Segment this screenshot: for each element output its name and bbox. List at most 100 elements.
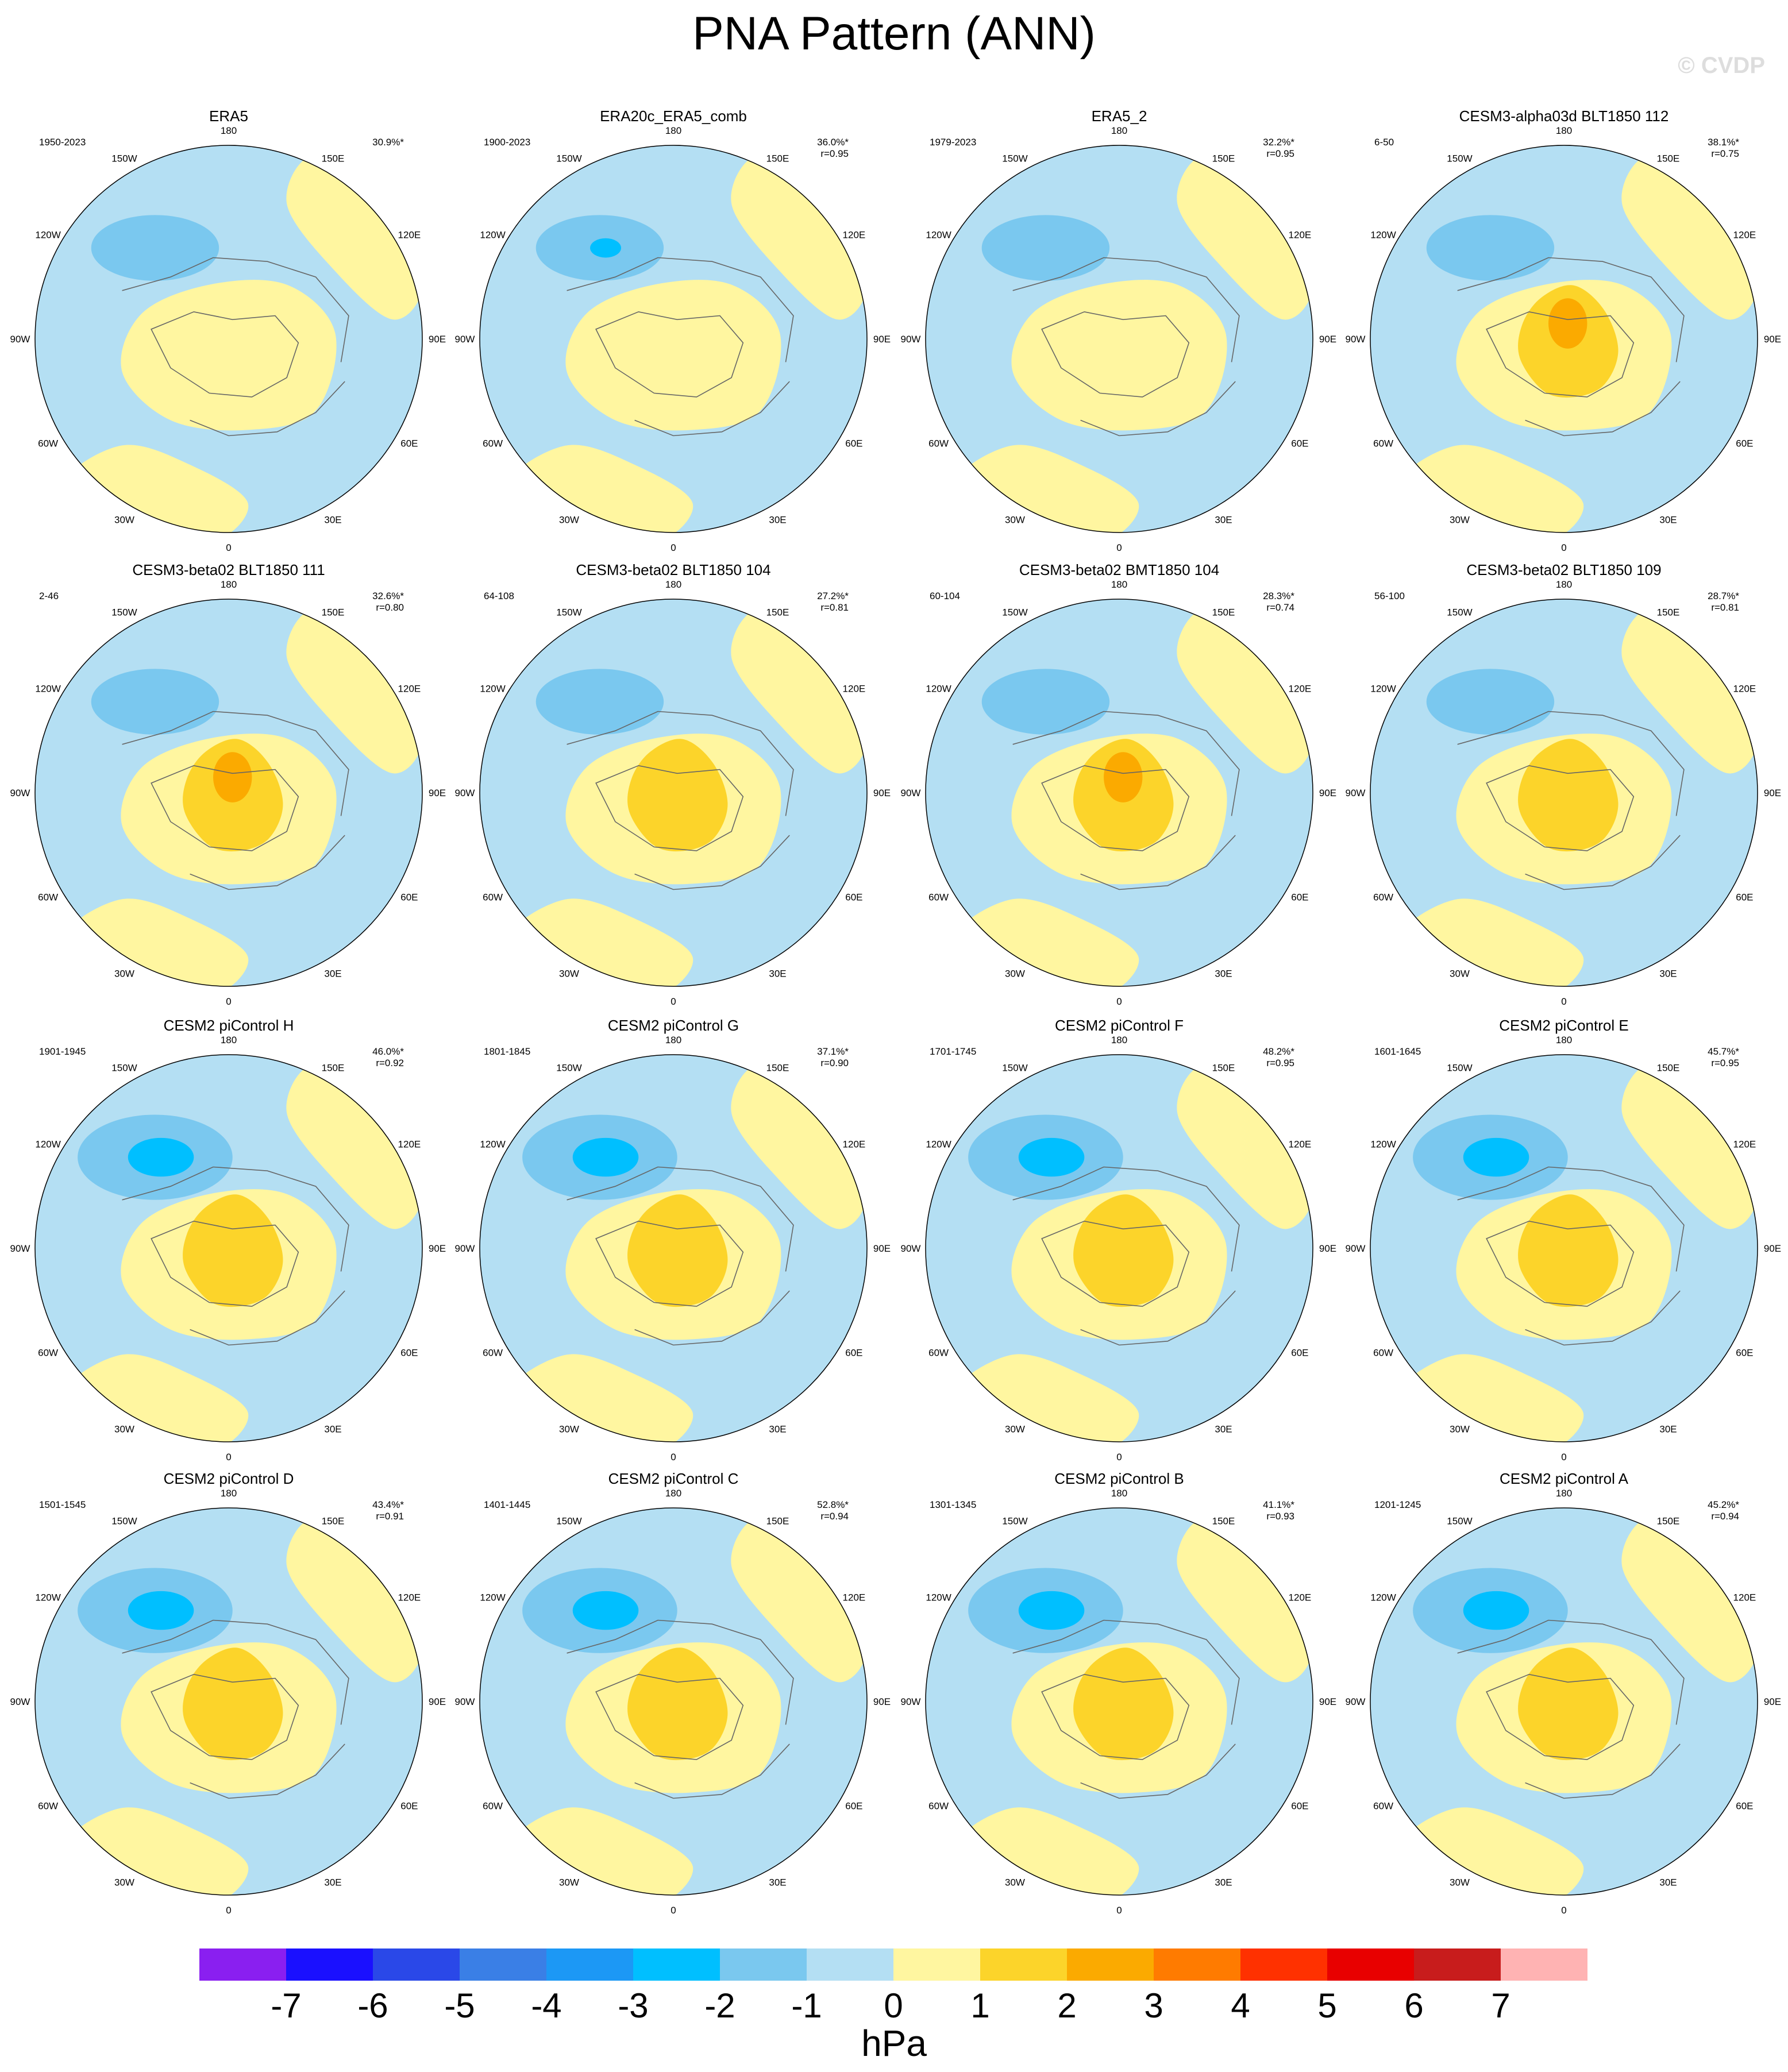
map-border [479,1507,868,1896]
negative-anomaly [981,669,1110,735]
longitude-label: 90W [901,1696,921,1707]
longitude-label: 90W [1346,1243,1366,1254]
longitude-label: 150E [766,607,789,618]
longitude-label: 180 [665,1035,681,1045]
positive-anomaly [1073,1194,1174,1307]
longitude-label: 90E [1319,334,1336,345]
longitude-label: 90W [1346,334,1366,345]
longitude-label: 150E [1212,1516,1235,1527]
coastline [1080,1743,1236,1799]
positive-anomaly [1011,280,1227,431]
coastline [634,1743,790,1799]
panel-correlation: r=0.81 [1711,602,1739,613]
longitude-label: 30W [114,1423,134,1434]
positive-anomaly [731,1064,867,1229]
colorbar-swatch [807,1948,893,1981]
longitude-label: 180 [1111,1035,1127,1045]
colorbar-unit-label: hPa [861,2023,927,2064]
panel-correlation: r=0.81 [820,602,849,613]
colorbar-tick-label: 3 [1144,1986,1163,2025]
positive-anomaly [1399,898,1584,986]
longitude-label: 120E [843,684,866,694]
longitude-label: 120W [35,230,60,241]
positive-anomaly [731,608,867,774]
longitude-label: 0 [1561,996,1566,1007]
longitude-label: 120W [480,1592,505,1603]
map-panels: ERA5 1950-2023 30.9%* 180 150E 120E 90E 60E 30E 0… [10,107,1782,1916]
longitude-label: 180 [665,579,681,590]
positive-anomaly [64,898,249,986]
panel-title: CESM3-alpha03d BLT1850 112 [1459,107,1669,125]
panel-variance: 28.3%* [1263,591,1294,601]
longitude-label: 0 [1116,542,1122,553]
panel-period: 1901-1945 [39,1046,86,1057]
positive-anomaly [286,1517,422,1683]
colorbar-tick-label: -3 [618,1986,648,2025]
panel-variance: 48.2%* [1263,1046,1294,1057]
longitude-label: 120E [1289,684,1312,694]
panel-correlation: r=0.95 [1266,1058,1294,1068]
longitude-label: 180 [221,579,237,590]
watermark: © CVDP [1678,53,1765,78]
colorbar-tick-label: 7 [1491,1986,1510,2025]
positive-anomaly [627,1194,728,1307]
colorbar-swatch [1240,1948,1327,1981]
longitude-label: 0 [670,1452,676,1463]
panel-period: 1501-1545 [39,1499,86,1510]
positive-anomaly [1177,1064,1313,1229]
colorbar-tick-label: -5 [444,1986,475,2025]
longitude-label: 120E [1289,1139,1312,1150]
colorbar-tick-label: 6 [1404,1986,1423,2025]
longitude-label: 60W [928,892,949,903]
longitude-label: 60W [483,438,503,449]
longitude-label: 60W [38,892,58,903]
longitude-label: 120W [1370,230,1396,241]
coastline [122,711,349,816]
longitude-label: 0 [670,1905,676,1916]
positive-anomaly [1177,608,1313,774]
longitude-label: 120W [1370,684,1396,694]
panel-title: ERA5_2 [1092,107,1147,125]
longitude-label: 30E [769,514,786,525]
coastline [122,1619,349,1725]
longitude-label: 150W [1002,607,1027,618]
positive-anomaly [1399,1354,1584,1442]
panel-period: 1201-1245 [1374,1499,1421,1510]
panel-title: CESM2 piControl C [608,1470,739,1487]
colorbar-swatch [460,1948,546,1981]
coastline [1012,1166,1240,1272]
longitude-label: 150E [322,607,345,618]
colorbar-swatch [1501,1948,1587,1981]
longitude-label: 150W [1447,1516,1472,1527]
positive-anomaly [1518,739,1619,852]
positive-anomaly [1399,1807,1584,1895]
longitude-label: 180 [665,125,681,136]
longitude-label: 60W [928,1801,949,1812]
longitude-label: 150E [1657,1516,1680,1527]
map-panel: CESM2 piControl F 1701-1745 48.2%*r=0.95 18… [901,1017,1337,1463]
panel-variance: 43.4%* [372,1499,404,1510]
colorbar-swatch [1154,1948,1240,1981]
longitude-label: 0 [1561,1452,1566,1463]
longitude-label: 0 [226,1452,231,1463]
longitude-label: 60W [483,1801,503,1812]
longitude-label: 150W [111,607,137,618]
map-border [1370,1054,1758,1442]
longitude-label: 30W [1450,514,1470,525]
positive-anomaly [954,1807,1139,1895]
panel-period: 56-100 [1374,591,1405,601]
longitude-label: 90W [901,1243,921,1254]
negative-anomaly [91,669,219,735]
panel-title: CESM3-beta02 BMT1850 104 [1019,561,1219,578]
longitude-label: 90E [1764,1243,1781,1254]
panel-correlation: r=0.95 [1711,1058,1739,1068]
panel-variance: 32.2%* [1263,137,1294,148]
positive-anomaly [64,445,249,533]
longitude-label: 90W [901,334,921,345]
panel-correlation: r=0.74 [1266,602,1294,613]
longitude-label: 60E [1736,1348,1753,1359]
longitude-label: 30W [1450,968,1470,979]
longitude-label: 60E [400,438,418,449]
longitude-label: 30W [1005,1423,1025,1434]
longitude-label: 60E [845,892,862,903]
